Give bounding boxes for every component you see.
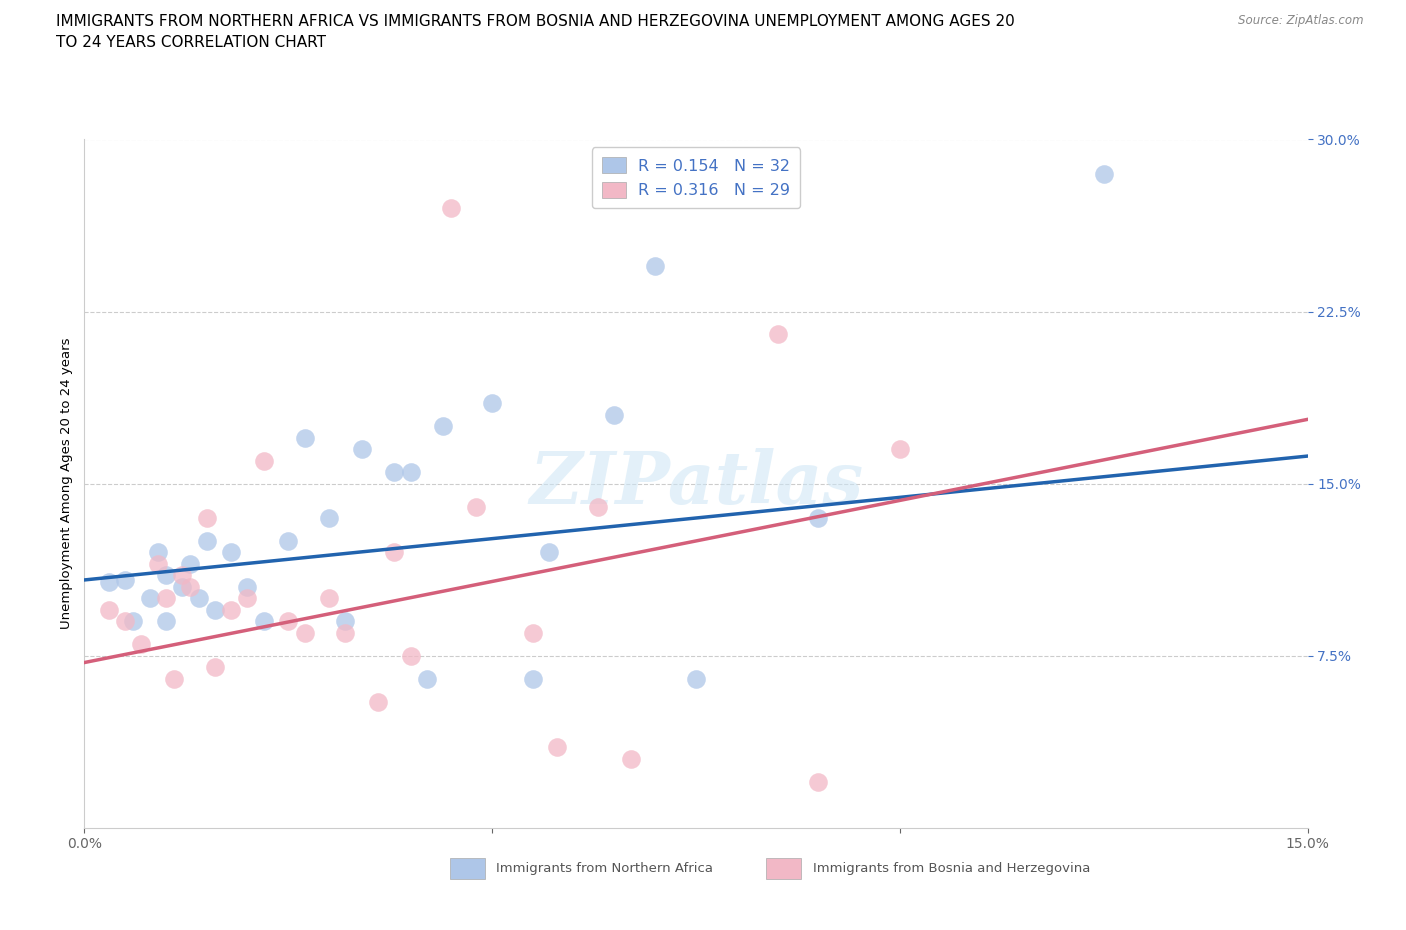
Point — [350, 442, 373, 457]
Point — [219, 545, 242, 560]
Point — [464, 499, 486, 514]
Point — [294, 625, 316, 640]
Point — [155, 568, 177, 583]
Point — [522, 671, 544, 686]
Point — [644, 259, 666, 273]
Point — [172, 579, 194, 594]
Point — [253, 614, 276, 629]
Point — [163, 671, 186, 686]
Point — [277, 534, 299, 549]
Point — [367, 694, 389, 709]
Point — [195, 534, 218, 549]
Point — [172, 568, 194, 583]
Point — [382, 545, 405, 560]
Point — [889, 442, 911, 457]
Point — [318, 591, 340, 605]
Point — [114, 573, 136, 588]
Text: ZIPatlas: ZIPatlas — [529, 448, 863, 519]
Point — [685, 671, 707, 686]
Point — [335, 614, 357, 629]
Point — [382, 465, 405, 480]
Point — [294, 431, 316, 445]
Point — [620, 751, 643, 766]
Point — [481, 396, 503, 411]
Point — [432, 418, 454, 433]
Point — [131, 637, 153, 652]
Point — [277, 614, 299, 629]
Point — [122, 614, 145, 629]
Point — [187, 591, 209, 605]
Point — [236, 579, 259, 594]
Point — [195, 511, 218, 525]
Point — [1092, 166, 1115, 181]
Point — [114, 614, 136, 629]
Point — [335, 625, 357, 640]
Point — [538, 545, 561, 560]
Point — [155, 614, 177, 629]
Point — [399, 648, 422, 663]
Point — [146, 556, 169, 571]
Text: Immigrants from Northern Africa: Immigrants from Northern Africa — [496, 862, 713, 875]
Point — [807, 775, 830, 790]
Text: Source: ZipAtlas.com: Source: ZipAtlas.com — [1239, 14, 1364, 27]
Point — [440, 201, 463, 216]
Point — [204, 659, 226, 674]
Point — [253, 453, 276, 468]
Text: Immigrants from Bosnia and Herzegovina: Immigrants from Bosnia and Herzegovina — [813, 862, 1090, 875]
Point — [766, 327, 789, 342]
Point — [138, 591, 160, 605]
Point — [318, 511, 340, 525]
Point — [522, 625, 544, 640]
Point — [155, 591, 177, 605]
Point — [219, 603, 242, 618]
Y-axis label: Unemployment Among Ages 20 to 24 years: Unemployment Among Ages 20 to 24 years — [60, 338, 73, 630]
Point — [586, 499, 609, 514]
Point — [179, 556, 201, 571]
Text: TO 24 YEARS CORRELATION CHART: TO 24 YEARS CORRELATION CHART — [56, 35, 326, 50]
Point — [236, 591, 259, 605]
Point — [416, 671, 439, 686]
Point — [807, 511, 830, 525]
Text: IMMIGRANTS FROM NORTHERN AFRICA VS IMMIGRANTS FROM BOSNIA AND HERZEGOVINA UNEMPL: IMMIGRANTS FROM NORTHERN AFRICA VS IMMIG… — [56, 14, 1015, 29]
Point — [179, 579, 201, 594]
Point — [146, 545, 169, 560]
Point — [546, 740, 568, 755]
Point — [603, 407, 626, 422]
Legend: R = 0.154   N = 32, R = 0.316   N = 29: R = 0.154 N = 32, R = 0.316 N = 29 — [592, 148, 800, 207]
Point — [204, 603, 226, 618]
Point — [97, 575, 120, 590]
Point — [399, 465, 422, 480]
Point — [97, 603, 120, 618]
